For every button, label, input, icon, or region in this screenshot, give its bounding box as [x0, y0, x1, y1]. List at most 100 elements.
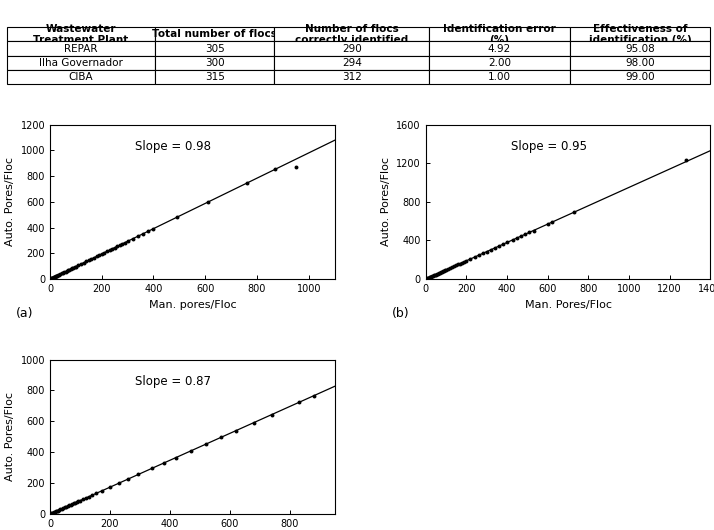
- Point: [69, 499, 80, 508]
- Point: [122, 237, 134, 245]
- Text: Slope = 0.95: Slope = 0.95: [511, 140, 587, 153]
- Point: [230, 427, 241, 435]
- Point: [65, 500, 76, 509]
- Point: [431, 270, 442, 279]
- Point: [434, 269, 446, 277]
- Point: [104, 483, 116, 491]
- Point: [66, 500, 78, 508]
- Point: [429, 271, 441, 279]
- Point: [455, 259, 466, 268]
- Point: [422, 274, 433, 282]
- Point: [61, 267, 73, 275]
- Point: [61, 502, 72, 511]
- Point: [62, 266, 74, 275]
- Point: [431, 270, 443, 278]
- Point: [542, 220, 553, 228]
- Point: [101, 247, 113, 255]
- Point: [51, 271, 63, 280]
- Point: [99, 249, 110, 257]
- Point: [438, 267, 450, 275]
- Point: [59, 503, 71, 511]
- Point: [122, 475, 134, 483]
- Point: [546, 218, 558, 226]
- Point: [46, 509, 57, 518]
- Point: [106, 245, 118, 253]
- Point: [54, 270, 65, 279]
- Point: [84, 492, 95, 501]
- Point: [436, 268, 447, 277]
- Point: [116, 240, 128, 248]
- Point: [171, 213, 183, 222]
- Point: [114, 241, 126, 250]
- Y-axis label: Auto. Pores/Floc: Auto. Pores/Floc: [381, 157, 391, 246]
- Point: [64, 266, 75, 274]
- Point: [266, 410, 278, 419]
- Point: [54, 506, 65, 514]
- Point: [49, 508, 61, 516]
- Point: [51, 507, 63, 515]
- Point: [91, 252, 102, 261]
- Point: [290, 163, 301, 171]
- Point: [83, 256, 94, 264]
- Point: [86, 491, 98, 499]
- Point: [94, 251, 105, 259]
- Point: [111, 242, 123, 251]
- Point: [428, 271, 440, 280]
- Point: [96, 250, 107, 258]
- Point: [51, 272, 62, 280]
- Point: [96, 487, 108, 495]
- Text: (b): (b): [391, 307, 409, 320]
- Point: [528, 226, 539, 235]
- Point: [46, 274, 58, 282]
- Point: [73, 261, 84, 269]
- Point: [77, 495, 89, 504]
- Point: [458, 258, 470, 266]
- Point: [148, 224, 159, 233]
- Point: [421, 275, 432, 283]
- Point: [53, 271, 64, 279]
- Point: [185, 447, 196, 455]
- Y-axis label: Auto. Pores/Floc: Auto. Pores/Floc: [5, 392, 15, 481]
- Point: [59, 268, 70, 277]
- Point: [127, 234, 139, 243]
- Point: [48, 508, 59, 517]
- Point: [501, 238, 513, 246]
- Point: [436, 268, 448, 276]
- Point: [45, 509, 56, 518]
- Point: [432, 269, 443, 278]
- Point: [489, 244, 501, 252]
- X-axis label: Man. Pores/Floc: Man. Pores/Floc: [525, 299, 612, 310]
- Point: [56, 269, 67, 278]
- Point: [50, 272, 61, 281]
- Point: [143, 227, 154, 235]
- Point: [109, 243, 121, 252]
- Point: [477, 249, 488, 258]
- Point: [438, 267, 449, 276]
- Point: [50, 272, 61, 280]
- Point: [55, 505, 66, 514]
- Point: [74, 497, 86, 505]
- Point: [158, 458, 169, 467]
- Point: [422, 274, 433, 282]
- Point: [46, 274, 57, 282]
- Point: [78, 259, 89, 267]
- Point: [215, 433, 226, 441]
- Point: [433, 269, 445, 277]
- Point: [49, 272, 61, 281]
- Point: [81, 257, 92, 266]
- Point: [568, 208, 580, 216]
- Point: [457, 258, 468, 267]
- Point: [465, 255, 476, 263]
- Point: [308, 392, 319, 400]
- Point: [62, 502, 74, 510]
- Point: [426, 272, 438, 281]
- Point: [443, 265, 454, 273]
- Point: [70, 262, 81, 271]
- Point: [66, 264, 78, 272]
- Point: [680, 155, 692, 164]
- Point: [49, 508, 60, 516]
- Point: [424, 273, 436, 281]
- Point: [498, 240, 509, 249]
- X-axis label: Man. pores/Floc: Man. pores/Floc: [149, 299, 236, 310]
- Point: [69, 263, 80, 271]
